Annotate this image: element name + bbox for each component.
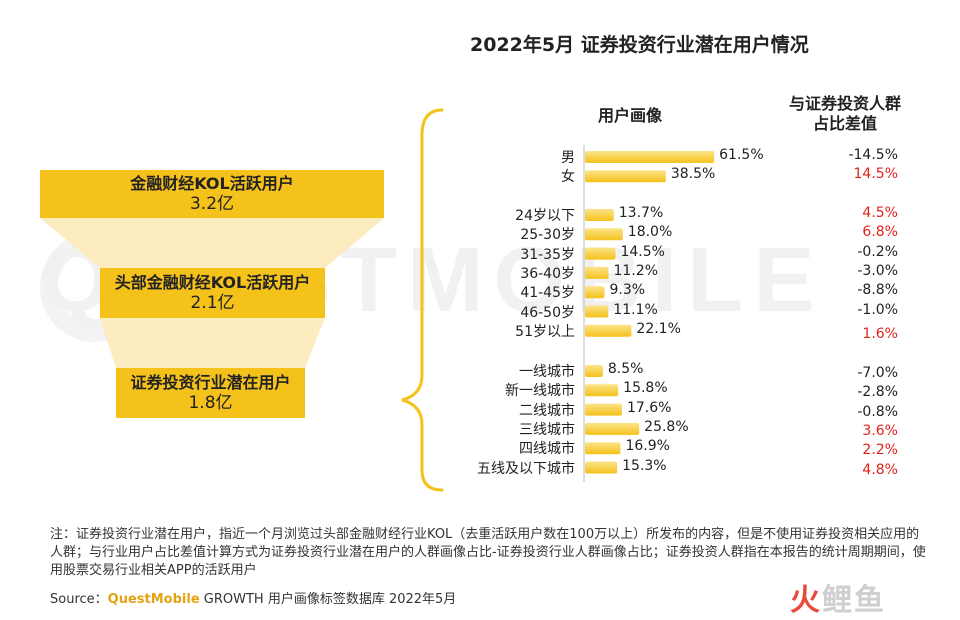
bar — [585, 384, 619, 397]
diff-value: -3.0% — [857, 262, 898, 279]
bar — [585, 247, 616, 260]
category-label: 二线城市 — [519, 402, 575, 419]
diff-value: -8.8% — [857, 282, 898, 299]
diff-value: -0.8% — [857, 403, 898, 420]
funnel-label-1: 金融财经KOL活跃用户 — [130, 174, 294, 193]
funnel-value-1: 3.2亿 — [189, 194, 235, 214]
source-rest: GROWTH 用户画像标签数据库 2022年5月 — [199, 592, 457, 607]
value-label: 22.1% — [636, 320, 681, 337]
diff-value: -0.2% — [857, 243, 898, 260]
category-label: 新一线城市 — [505, 383, 575, 400]
funnel-label-3: 证券投资行业潜在用户 — [130, 373, 291, 392]
diff-value: 3.6% — [862, 422, 898, 439]
funnel-box-2: 头部金融财经KOL活跃用户 2.1亿 — [100, 268, 325, 318]
bar — [585, 266, 609, 279]
funnel-value-2: 2.1亿 — [190, 293, 235, 313]
value-label: 9.3% — [609, 282, 646, 299]
category-label: 25-30岁 — [520, 227, 575, 244]
brace — [401, 108, 444, 492]
bar — [585, 151, 715, 163]
funnel-value-3: 1.8亿 — [188, 393, 233, 413]
value-label: 61.5% — [719, 147, 764, 163]
funnel-box-3: 证券投资行业潜在用户 1.8亿 — [116, 368, 305, 418]
bar — [585, 461, 618, 474]
funnel-connector-2 — [100, 318, 325, 368]
bar — [585, 403, 622, 416]
chart-title: 2022年5月 证券投资行业潜在用户情况 — [470, 34, 809, 56]
header-diff-line2: 占比差值 — [812, 114, 877, 133]
value-label: 15.8% — [623, 380, 668, 397]
bar — [585, 228, 623, 241]
source-line: Source：QuestMobile GROWTH 用户画像标签数据库 2022… — [50, 588, 456, 607]
value-label: 8.5% — [607, 361, 644, 377]
bar — [585, 209, 614, 221]
funnel-box-1: 金融财经KOL活跃用户 3.2亿 — [40, 170, 384, 218]
logo-part2: 鲤鱼 — [822, 583, 886, 618]
category-label: 一线城市 — [519, 364, 575, 380]
diff-value: 1.6% — [862, 325, 898, 342]
diff-value: -7.0% — [857, 365, 898, 381]
bar — [585, 286, 605, 299]
bar — [585, 305, 609, 318]
diff-value: 4.8% — [862, 461, 898, 478]
footnote: 注：证券投资行业潜在用户，指近一个月浏览过头部金融财经行业KOL（去重活跃用户数… — [50, 527, 926, 578]
value-label: 13.7% — [618, 205, 664, 221]
diff-value: -14.5% — [848, 147, 898, 163]
diff-value: -1.0% — [857, 301, 898, 318]
category-label: 女 — [561, 169, 575, 186]
bar — [585, 442, 621, 455]
logo: 火鲤鱼 — [790, 575, 886, 619]
value-label: 11.2% — [613, 262, 658, 279]
value-label: 17.6% — [626, 399, 672, 416]
diff-value: -2.8% — [857, 384, 898, 401]
source-brand: QuestMobile — [107, 592, 200, 607]
category-label: 36-40岁 — [520, 265, 575, 282]
value-label: 14.5% — [620, 243, 665, 260]
source-prefix: Source： — [50, 592, 108, 607]
header-diff-line1: 与证券投资人群 — [788, 94, 901, 113]
category-label: 男 — [561, 150, 575, 166]
bar — [585, 365, 603, 377]
category-label: 31-35岁 — [520, 246, 575, 263]
diff-value: 2.2% — [862, 442, 898, 459]
category-label: 46-50岁 — [520, 304, 575, 321]
funnel-label-2: 头部金融财经KOL活跃用户 — [114, 273, 311, 292]
value-label: 11.1% — [613, 301, 658, 318]
logo-part1: 火 — [790, 583, 822, 618]
category-label: 五线及以下城市 — [477, 460, 575, 477]
diff-value: 6.8% — [862, 224, 898, 241]
diff-value: 14.5% — [853, 166, 898, 183]
category-label: 41-45岁 — [520, 285, 575, 302]
category-label: 三线城市 — [519, 421, 575, 438]
header-portrait: 用户画像 — [598, 106, 663, 125]
bar — [585, 422, 640, 435]
diff-value: 4.5% — [862, 205, 898, 221]
value-label: 18.0% — [627, 224, 673, 241]
funnel-connector-1 — [40, 218, 384, 268]
header-diff: 与证券投资人群 占比差值 — [770, 94, 920, 134]
bar — [585, 170, 666, 183]
category-label: 51岁以上 — [515, 323, 575, 340]
category-label: 四线城市 — [519, 441, 575, 458]
value-label: 38.5% — [670, 166, 716, 183]
category-label: 24岁以下 — [515, 208, 575, 224]
value-label: 15.3% — [622, 457, 667, 474]
value-label: 25.8% — [644, 418, 689, 435]
value-label: 16.9% — [625, 438, 670, 455]
bar — [585, 324, 632, 337]
bars-group — [585, 151, 715, 474]
